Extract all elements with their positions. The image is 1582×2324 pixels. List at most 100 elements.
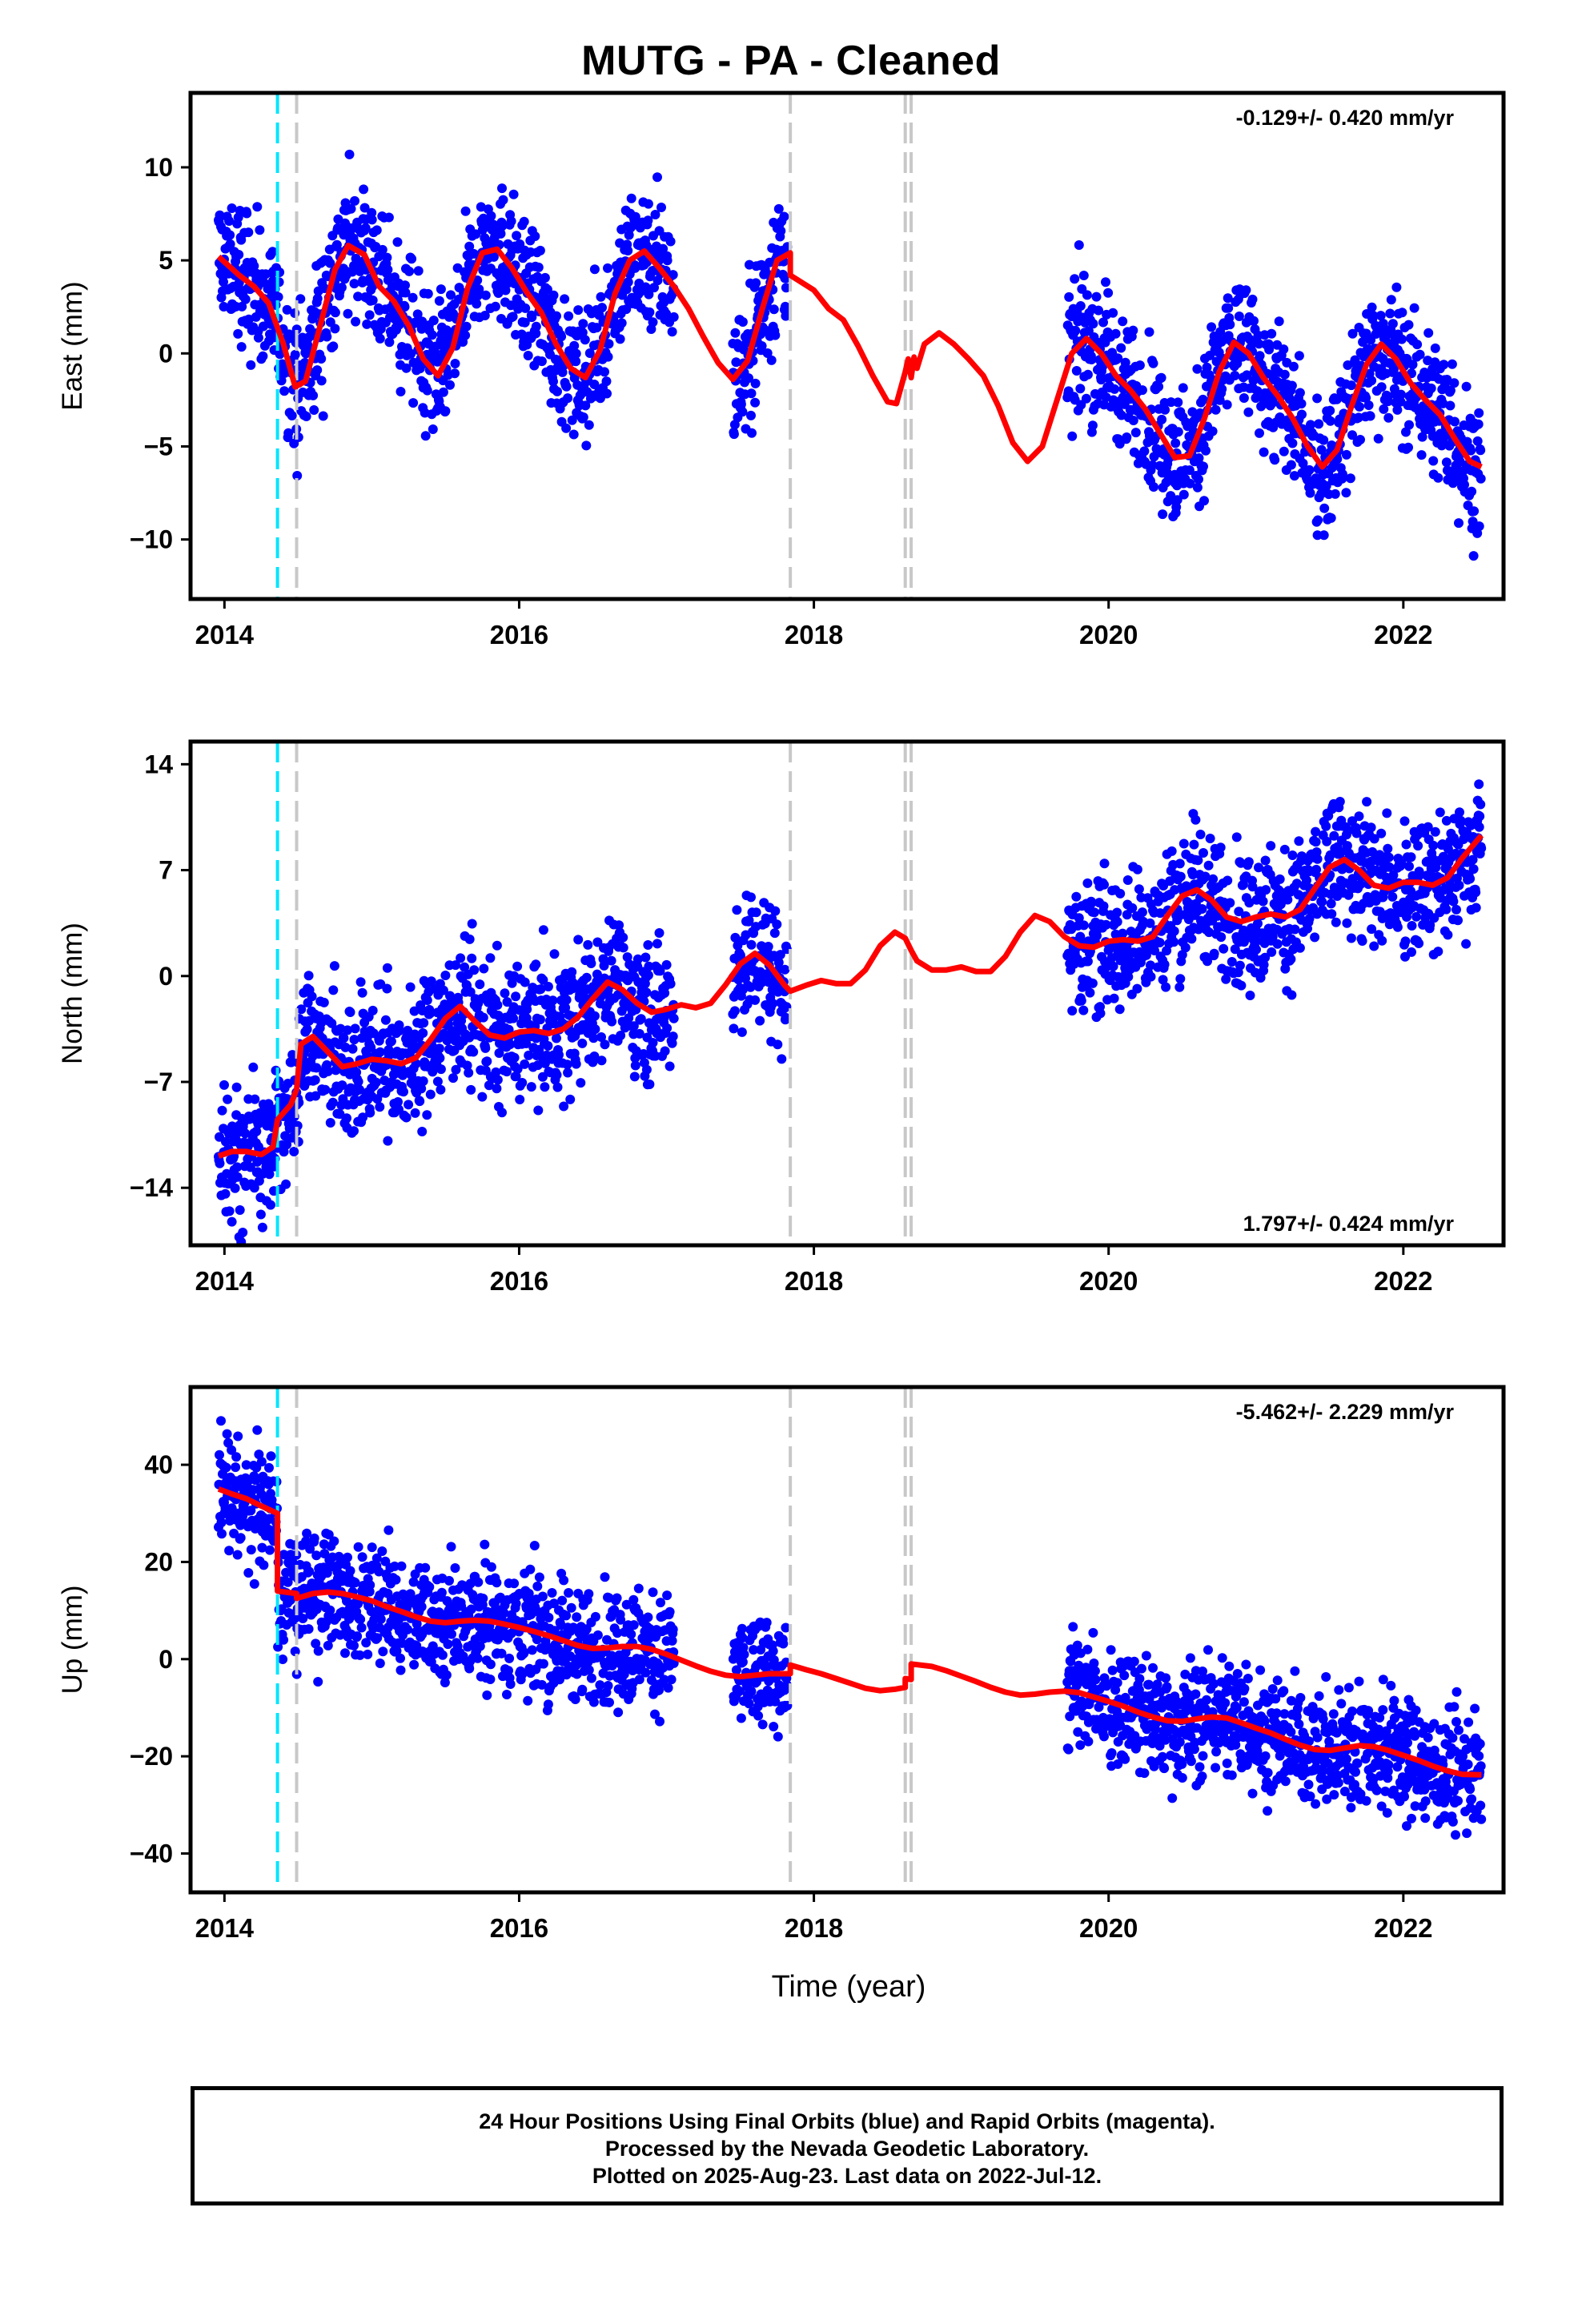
- data-point: [1098, 901, 1109, 911]
- data-point: [380, 1015, 391, 1025]
- data-point: [1357, 936, 1367, 946]
- data-point: [271, 1065, 281, 1076]
- data-point: [1397, 308, 1407, 318]
- data-point: [1230, 944, 1240, 955]
- data-point: [1211, 404, 1221, 415]
- data-point: [640, 1667, 651, 1678]
- data-point: [351, 253, 361, 263]
- data-point: [636, 1014, 646, 1024]
- data-point: [555, 1675, 564, 1685]
- data-point: [613, 990, 624, 1000]
- data-point: [367, 215, 377, 225]
- data-point: [1279, 369, 1290, 380]
- data-point: [781, 283, 791, 293]
- data-point: [462, 1060, 472, 1071]
- data-point: [1085, 987, 1095, 998]
- data-point: [737, 317, 748, 327]
- data-point: [662, 1023, 673, 1033]
- data-point: [729, 1006, 740, 1016]
- data-point: [1287, 380, 1297, 391]
- data-point: [222, 1429, 232, 1439]
- data-point: [542, 284, 552, 295]
- data-point: [502, 997, 512, 1007]
- data-point: [1261, 885, 1271, 895]
- data-point: [1404, 420, 1414, 430]
- data-point: [1413, 841, 1423, 851]
- data-point: [1264, 344, 1275, 355]
- data-point: [1094, 305, 1103, 316]
- data-point: [509, 1578, 520, 1589]
- data-point: [557, 1595, 568, 1606]
- data-point: [515, 1095, 525, 1104]
- data-point: [1088, 319, 1098, 329]
- data-point: [422, 385, 432, 396]
- data-point: [404, 1100, 414, 1110]
- data-point: [560, 294, 570, 304]
- data-point: [1347, 430, 1357, 440]
- data-point: [549, 1598, 559, 1609]
- data-point: [232, 1550, 243, 1560]
- y-tick-label: −5: [144, 432, 173, 460]
- data-point: [329, 961, 339, 971]
- data-point: [1329, 830, 1339, 841]
- data-point: [343, 1552, 352, 1562]
- data-point: [1086, 355, 1097, 364]
- data-point: [1147, 460, 1158, 470]
- data-point: [506, 300, 516, 311]
- data-point: [425, 1089, 436, 1100]
- data-point: [1221, 974, 1231, 984]
- data-point: [255, 1209, 266, 1220]
- data-point: [404, 266, 415, 276]
- data-point: [1241, 285, 1251, 296]
- data-point: [1234, 907, 1244, 917]
- data-point: [1430, 826, 1440, 837]
- data-point: [393, 1097, 403, 1107]
- data-point: [1112, 907, 1122, 918]
- data-point: [519, 1647, 529, 1658]
- data-point: [772, 919, 782, 930]
- data-point: [1423, 328, 1434, 338]
- data-point: [618, 932, 628, 943]
- data-point: [1435, 807, 1445, 818]
- data-point: [779, 211, 789, 222]
- data-point: [448, 1073, 458, 1084]
- data-point: [629, 1072, 640, 1082]
- data-point: [1476, 445, 1486, 456]
- data-point: [472, 299, 482, 309]
- data-point: [628, 1021, 639, 1031]
- data-point: [1064, 292, 1074, 302]
- data-point: [770, 330, 781, 340]
- data-point: [540, 1082, 550, 1092]
- data-point: [230, 1183, 240, 1193]
- data-point: [243, 314, 254, 324]
- data-point: [1203, 860, 1214, 870]
- data-point: [596, 1032, 606, 1042]
- data-point: [511, 991, 521, 1002]
- data-point: [511, 1598, 521, 1609]
- data-point: [231, 1452, 242, 1462]
- data-point: [400, 287, 411, 298]
- data-point: [588, 1697, 599, 1707]
- data-point: [1388, 870, 1399, 880]
- data-point: [1476, 799, 1486, 810]
- data-point: [219, 1080, 229, 1090]
- data-point: [512, 961, 523, 971]
- data-point: [401, 363, 412, 373]
- data-point: [1475, 811, 1485, 822]
- data-point: [313, 1646, 323, 1656]
- data-point: [371, 1077, 381, 1088]
- data-point: [1366, 822, 1376, 833]
- data-point: [1160, 404, 1170, 415]
- data-point: [1326, 899, 1336, 909]
- data-point: [531, 328, 541, 339]
- data-point: [1110, 384, 1120, 394]
- data-point: [460, 206, 471, 216]
- data-point: [227, 1445, 237, 1455]
- data-point: [505, 1679, 516, 1689]
- plot-area-up: [214, 1387, 1487, 1892]
- data-point: [667, 327, 677, 337]
- data-point: [461, 321, 472, 332]
- data-point: [480, 290, 491, 300]
